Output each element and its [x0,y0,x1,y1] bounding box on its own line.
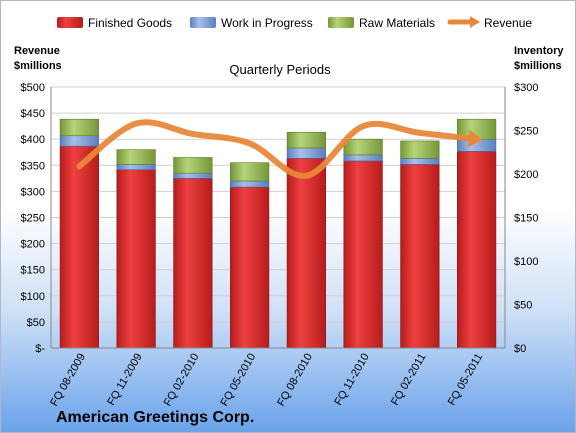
bar-finished-goods [457,151,497,349]
x-tick-label: FQ 05-2011 [446,352,485,408]
right-tick-label: $0 [514,343,526,355]
bar-raw-materials [286,131,326,149]
right-tick-label: $200 [514,169,538,181]
left-tick-label: $400 [21,134,45,146]
left-tick-label: $450 [21,108,45,120]
bar-finished-goods [343,160,383,349]
x-tick-label: FQ 11-2010 [332,352,371,408]
right-tick-label: $250 [514,126,538,138]
chart-title: Quarterly Periods [229,62,331,77]
right-axis-title-line1: Inventory [514,45,564,57]
right-axis-ticks: $0 $50 $100 $150 $200 $250 $300 [514,82,538,355]
right-tick-label: $100 [514,256,538,268]
left-tick-label: $- [35,343,45,355]
x-tick-label: FQ 02-2010 [162,352,202,409]
legend-arrow-revenue [470,16,480,28]
x-tick-label: FQ 05-2010 [218,352,258,409]
revenue-arrowhead [467,129,483,148]
right-tick-label: $300 [514,82,538,94]
bar-work-in-progress [173,172,213,179]
bar-work-in-progress [59,135,99,147]
x-axis-ticks: FQ 08-2009 FQ 11-2009 FQ 02-2010 FQ 05-2010… [48,352,485,409]
bar-finished-goods [173,178,213,349]
bar-raw-materials [173,157,213,174]
right-tick-label: $150 [514,213,538,225]
revenue-line-group [76,119,483,179]
bar-work-in-progress [116,164,156,170]
bar-raw-materials [400,140,440,159]
legend-swatch-finished-goods [57,17,83,28]
legend-label-revenue: Revenue [484,16,532,30]
left-tick-label: $500 [21,82,45,94]
right-axis-title-line2: $millions [514,60,562,72]
bar-finished-goods [116,169,156,349]
bar-finished-goods [230,186,270,349]
revenue-line [76,119,480,179]
legend-swatch-work-in-progress [190,17,216,28]
x-tick-label: FQ 02-2011 [389,352,428,408]
legend-label-work-in-progress: Work in Progress [221,16,313,30]
bar-work-in-progress [400,158,440,165]
bar-raw-materials [343,138,383,156]
left-axis-ticks: $- $50 $100 $150 $200 $250 $300 $350 $400 $450 $50… [21,82,46,355]
company-name: American Greetings Corp. [56,409,254,426]
left-tick-label: $300 [21,186,45,198]
bar-work-in-progress [286,147,326,159]
bar-raw-materials [59,118,99,137]
x-tick-label: FQ 08-2009 [48,352,88,409]
left-tick-label: $350 [21,160,45,172]
bar-raw-materials [116,149,156,165]
x-tick-label: FQ 08-2010 [275,352,315,409]
left-tick-label: $200 [21,239,45,251]
bar-finished-goods [400,164,440,349]
x-tick-label: FQ 11-2009 [105,352,144,408]
legend-swatch-raw-materials [328,17,354,28]
bars [59,118,497,349]
legend-label-finished-goods: Finished Goods [88,16,172,30]
legend: Finished Goods Work in Progress Raw Mate… [57,16,532,30]
right-tick-label: $50 [514,300,532,312]
left-tick-label: $100 [21,291,45,303]
bar-work-in-progress [343,154,383,162]
bar-finished-goods [59,145,99,349]
left-tick-label: $150 [21,265,45,277]
bar-finished-goods [286,158,326,349]
bar-raw-materials [230,162,270,182]
left-axis-title-line2: $millions [14,60,62,72]
bar-work-in-progress [230,180,270,188]
left-tick-label: $250 [21,213,45,225]
left-tick-label: $50 [27,317,45,329]
left-axis-title-line1: Revenue [14,45,60,57]
legend-label-raw-materials: Raw Materials [359,16,435,30]
